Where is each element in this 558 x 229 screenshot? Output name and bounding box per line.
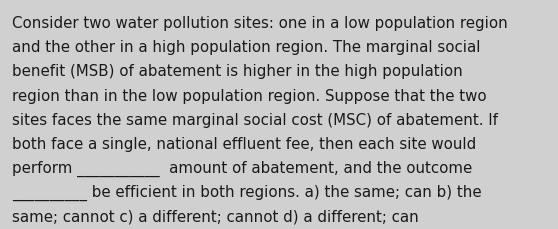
Text: __________ be efficient in both regions. a) the same; can b) the: __________ be efficient in both regions.… xyxy=(12,184,482,200)
Text: Consider two water pollution sites: one in a low population region: Consider two water pollution sites: one … xyxy=(12,16,508,31)
Text: and the other in a high population region. The marginal social: and the other in a high population regio… xyxy=(12,40,481,55)
Text: sites faces the same marginal social cost (MSC) of abatement. If: sites faces the same marginal social cos… xyxy=(12,112,498,127)
Text: region than in the low population region. Suppose that the two: region than in the low population region… xyxy=(12,88,487,103)
Text: both face a single, national effluent fee, then each site would: both face a single, national effluent fe… xyxy=(12,136,477,151)
Text: benefit (MSB) of abatement is higher in the high population: benefit (MSB) of abatement is higher in … xyxy=(12,64,463,79)
Text: perform ___________  amount of abatement, and the outcome: perform ___________ amount of abatement,… xyxy=(12,160,473,176)
Text: same; cannot c) a different; cannot d) a different; can: same; cannot c) a different; cannot d) a… xyxy=(12,208,419,223)
